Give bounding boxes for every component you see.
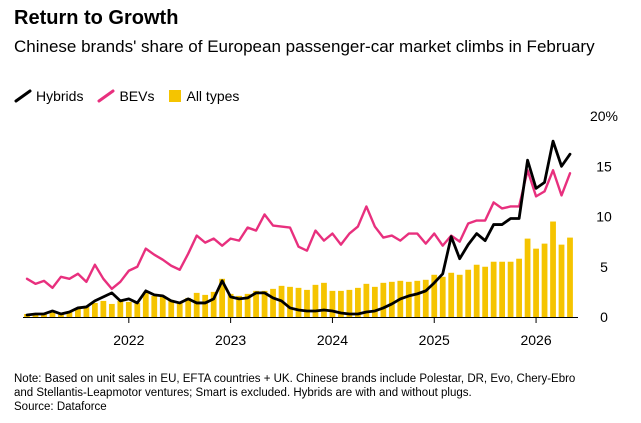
legend-label-bevs: BEVs [119,88,155,104]
bar-all-types [371,286,378,317]
bar-all-types [261,290,268,317]
bar-all-types [75,308,81,317]
bar-all-types [253,290,259,317]
bar-all-types [244,293,251,317]
bar-all-types [66,311,73,317]
bar-all-types [312,284,319,317]
y-tick-label-10: 10 [596,209,612,225]
bar-all-types [236,295,242,317]
bar-all-types [431,274,438,317]
bar-all-types [558,244,565,317]
bar-all-types [550,221,556,317]
bar-all-types [91,302,98,317]
bar-all-types [83,305,90,317]
bar-all-types [422,279,429,317]
line-hybrids [25,139,572,317]
bar-all-types [414,280,421,317]
bar-all-types [210,291,217,318]
bar-all-types [108,303,115,317]
bar-all-types [448,272,455,317]
bar-all-types [456,274,463,317]
legend-item-bevs: BEVs [97,88,154,104]
bar-all-types [202,294,209,317]
bar-all-types [125,301,132,317]
bar-all-types [439,276,446,317]
bar-all-types [338,290,344,317]
bar-all-types [533,248,539,317]
bar-all-types [287,286,293,317]
bar-all-types [363,283,370,317]
legend: Hybrids BEVs All types [14,87,253,105]
line-bevs [25,169,572,291]
bar-all-types [134,302,141,317]
footnote-line-2: and Stellantis-Leapmotor ventures; Smart… [14,387,472,399]
bar-all-types [346,289,353,317]
bar-all-types [219,278,226,317]
bar-all-types [355,287,361,317]
bar-all-types [227,293,234,317]
bar-all-types [405,281,412,317]
bar-all-types [465,269,472,317]
bar-all-types [329,290,336,317]
bar-all-types [168,299,175,317]
all-types-square-swatch-icon [169,90,182,102]
x-tick-label-2023: 2023 [215,332,246,348]
legend-label-all-types: All types [186,88,240,104]
bar-all-types [117,300,124,317]
bar-all-types [482,266,489,317]
bar-all-types [100,300,107,317]
bar-all-types [176,301,183,317]
x-tick-label-2024: 2024 [317,332,348,348]
footnote: Note: Based on unit sales in EU, EFTA co… [14,372,614,414]
hybrids-line-swatch-icon [14,89,32,103]
bar-all-types [499,261,506,317]
bar-all-types [159,296,166,317]
x-tick-label-2026: 2026 [520,332,551,348]
bar-all-types [270,288,276,317]
bar-all-types [185,297,192,317]
chart-title: Return to Growth [14,7,179,29]
footnote-line-1: Note: Based on unit sales in EU, EFTA co… [14,373,576,385]
bar-all-types [41,313,47,317]
bar-all-types [524,238,531,317]
bar-all-types [321,282,327,317]
y-tick-label-15: 15 [596,158,612,174]
bar-all-types [142,291,149,318]
bar-all-types [304,289,310,317]
bar-all-types [567,237,573,317]
bar-all-types [49,310,56,317]
y-tick-label-20: 20% [590,108,618,124]
bar-all-types [295,287,302,317]
bar-all-types [541,243,548,317]
y-tick-label-0: 0 [600,309,608,325]
bar-all-types [473,264,480,317]
bar-all-types [388,281,395,317]
bar-all-types [507,261,514,317]
x-tick-label-2022: 2022 [113,332,144,348]
footnote-source: Source: Dataforce [14,401,107,413]
legend-label-hybrids: Hybrids [36,88,84,104]
bar-all-types [32,314,39,317]
bar-all-types [193,292,200,317]
chart-subtitle: Chinese brands' share of European passen… [14,37,595,56]
bar-all-types [380,282,387,317]
y-tick-label-5: 5 [600,259,608,275]
bar-all-types [516,258,522,317]
bar-all-types [151,295,158,317]
bar-all-types [490,261,497,317]
legend-item-hybrids: Hybrids [14,88,83,104]
x-tick-label-2025: 2025 [419,332,450,348]
bevs-line-swatch-icon [97,89,115,103]
legend-item-all-types: All types [168,88,239,104]
